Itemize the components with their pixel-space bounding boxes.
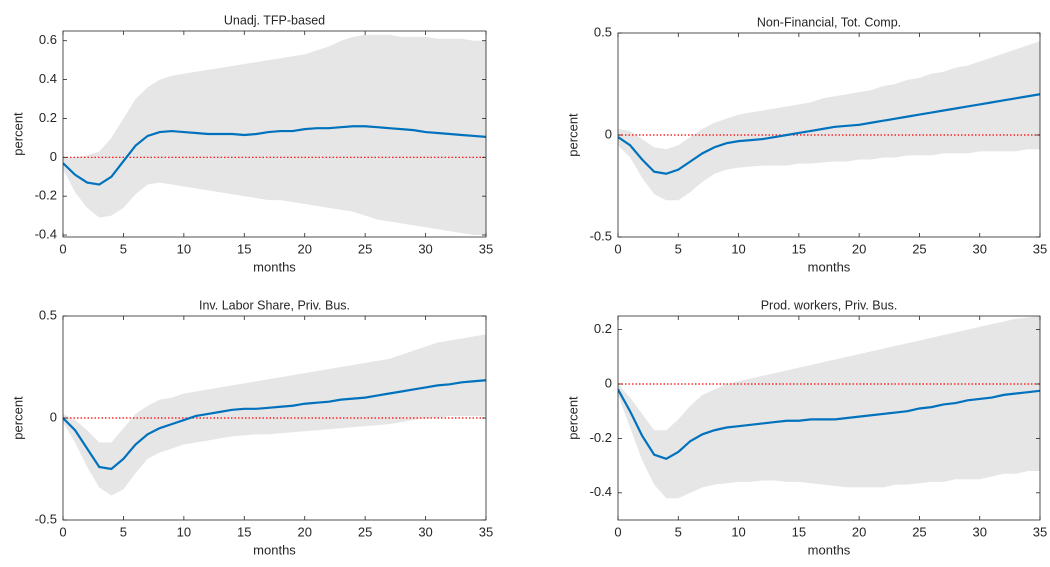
y-tick-label: 0.2: [39, 110, 57, 125]
y-tick-label: 0.4: [39, 71, 57, 86]
axes-box: [62, 30, 487, 238]
series-line: [618, 93, 1040, 175]
x-tick-label: 15: [237, 524, 251, 539]
x-axis-label: months: [808, 542, 851, 557]
x-tick-label: 35: [1033, 241, 1047, 256]
x-axis-label: months: [253, 542, 296, 557]
y-axis-label: percent: [10, 112, 25, 156]
y-tick-label: 0: [50, 409, 57, 424]
series-line: [63, 125, 486, 186]
confidence-band: [63, 334, 486, 496]
x-tick-label: 0: [59, 524, 66, 539]
y-tick-label: -0.4: [35, 226, 57, 241]
y-tick-label: -0.4: [590, 484, 612, 499]
x-tick-label: 25: [358, 524, 372, 539]
y-tick-label: -0.2: [590, 430, 612, 445]
y-axis-label: percent: [10, 396, 25, 440]
x-tick-label: 10: [177, 241, 191, 256]
y-tick-label: -0.2: [35, 188, 57, 203]
x-tick-label: 0: [614, 524, 621, 539]
x-tick-label: 30: [418, 524, 432, 539]
x-tick-label: 15: [237, 241, 251, 256]
chart-title: Non-Financial, Tot. Comp.: [757, 15, 901, 29]
x-tick-label: 0: [614, 241, 621, 256]
x-tick-label: 35: [479, 524, 493, 539]
x-tick-label: 20: [297, 524, 311, 539]
axes-box: [617, 315, 1041, 521]
y-tick-label: 0.5: [39, 307, 57, 322]
x-tick-label: 5: [120, 241, 127, 256]
x-tick-label: 20: [852, 241, 866, 256]
x-tick-label: 0: [59, 241, 66, 256]
subplot: 0 5 10 15 20 25 30 35 -0.4 -0.2 0 0.2 Prod. workers,…: [565, 298, 1047, 557]
x-tick-label: 10: [177, 524, 191, 539]
y-tick-label: 0: [605, 375, 612, 390]
x-tick-label: 20: [297, 241, 311, 256]
y-tick-label: 0.2: [594, 321, 612, 336]
x-tick-label: 30: [972, 524, 986, 539]
chart-title: Inv. Labor Share, Priv. Bus.: [199, 298, 350, 312]
y-axis-label: percent: [565, 113, 580, 157]
x-tick-label: 15: [792, 241, 806, 256]
y-tick-label: -0.5: [590, 228, 612, 243]
x-tick-label: 25: [358, 241, 372, 256]
y-tick-label: 0: [605, 126, 612, 141]
x-tick-label: 25: [912, 524, 926, 539]
y-tick-label: 0.6: [39, 32, 57, 47]
x-tick-label: 30: [972, 241, 986, 256]
y-tick-label: 0: [50, 149, 57, 164]
x-tick-label: 20: [852, 524, 866, 539]
x-tick-label: 5: [675, 524, 682, 539]
chart-title: Prod. workers, Priv. Bus.: [761, 298, 898, 312]
x-tick-label: 30: [418, 241, 432, 256]
x-tick-label: 15: [792, 524, 806, 539]
x-tick-label: 10: [731, 524, 745, 539]
chart-title: Unadj. TFP-based: [224, 13, 325, 27]
x-tick-label: 10: [731, 241, 745, 256]
x-tick-label: 5: [120, 524, 127, 539]
confidence-band: [63, 34, 486, 236]
x-axis-label: months: [253, 259, 296, 274]
x-tick-label: 35: [1033, 524, 1047, 539]
x-axis-label: months: [808, 259, 851, 274]
y-tick-label: -0.5: [35, 511, 57, 526]
x-tick-label: 25: [912, 241, 926, 256]
series-line: [63, 379, 486, 471]
y-tick-label: 0.5: [594, 24, 612, 39]
series-line: [618, 388, 1040, 460]
y-axis-label: percent: [565, 396, 580, 440]
confidence-band: [618, 41, 1040, 201]
x-tick-label: 5: [675, 241, 682, 256]
confidence-band: [618, 316, 1040, 499]
subplot: 0 5 10 15 20 25 30 35 -0.4 -0.2 0 0.2 0.4 0.6 Unadj. T…: [10, 13, 493, 274]
x-tick-label: 35: [479, 241, 493, 256]
